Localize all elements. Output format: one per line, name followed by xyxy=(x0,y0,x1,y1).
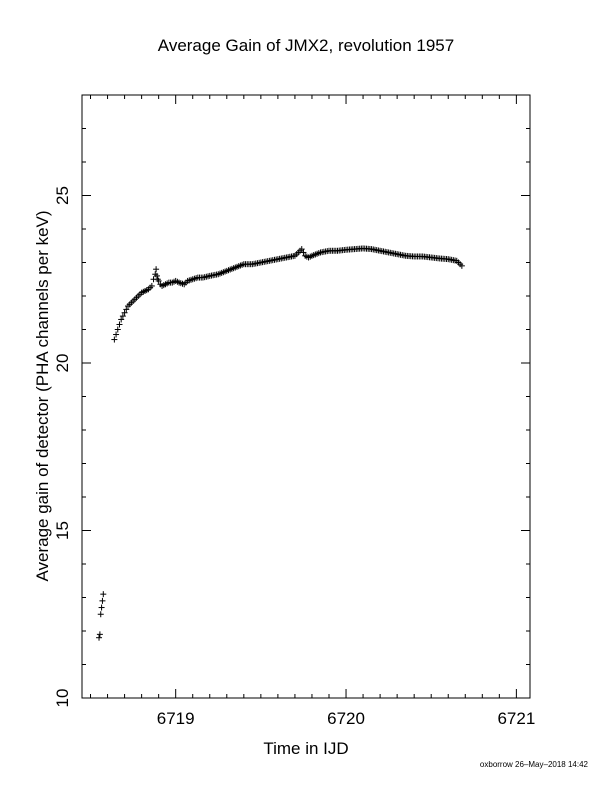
data-point xyxy=(96,631,103,638)
y-tick-label: 15 xyxy=(53,521,72,540)
data-point xyxy=(123,306,130,313)
data-points xyxy=(96,245,465,641)
data-point xyxy=(118,316,125,323)
data-point xyxy=(155,277,162,284)
data-point xyxy=(458,262,465,269)
data-point xyxy=(98,604,105,611)
data-point xyxy=(100,591,107,598)
data-point xyxy=(114,326,121,333)
data-point xyxy=(99,597,106,604)
data-point xyxy=(116,321,123,328)
data-point xyxy=(96,634,103,641)
x-tick-label: 6721 xyxy=(497,709,535,728)
x-axis-label: Time in IJD xyxy=(263,739,348,758)
data-point xyxy=(298,246,305,253)
footer-credit: oxborrow 26–May–2018 14:42 xyxy=(479,760,588,769)
data-point xyxy=(111,336,118,343)
y-tick-label: 25 xyxy=(53,186,72,205)
data-point xyxy=(153,272,160,279)
chart-title: Average Gain of JMX2, revolution 1957 xyxy=(157,36,455,55)
axis-ticks: 6719 6720 6721 10 15 20 25 xyxy=(53,95,535,728)
data-point xyxy=(121,309,128,316)
x-tick-label: 6719 xyxy=(157,709,195,728)
data-point xyxy=(300,249,307,256)
x-tick-label: 6720 xyxy=(327,709,365,728)
data-point xyxy=(119,313,126,320)
data-point xyxy=(113,331,120,338)
y-tick-label: 10 xyxy=(53,689,72,708)
plot-frame xyxy=(81,94,531,699)
data-point xyxy=(97,611,104,618)
y-tick-label: 20 xyxy=(53,354,72,373)
data-point xyxy=(153,266,160,273)
data-point xyxy=(148,282,155,289)
y-axis-label: Average gain of detector (PHA channels p… xyxy=(33,210,52,581)
